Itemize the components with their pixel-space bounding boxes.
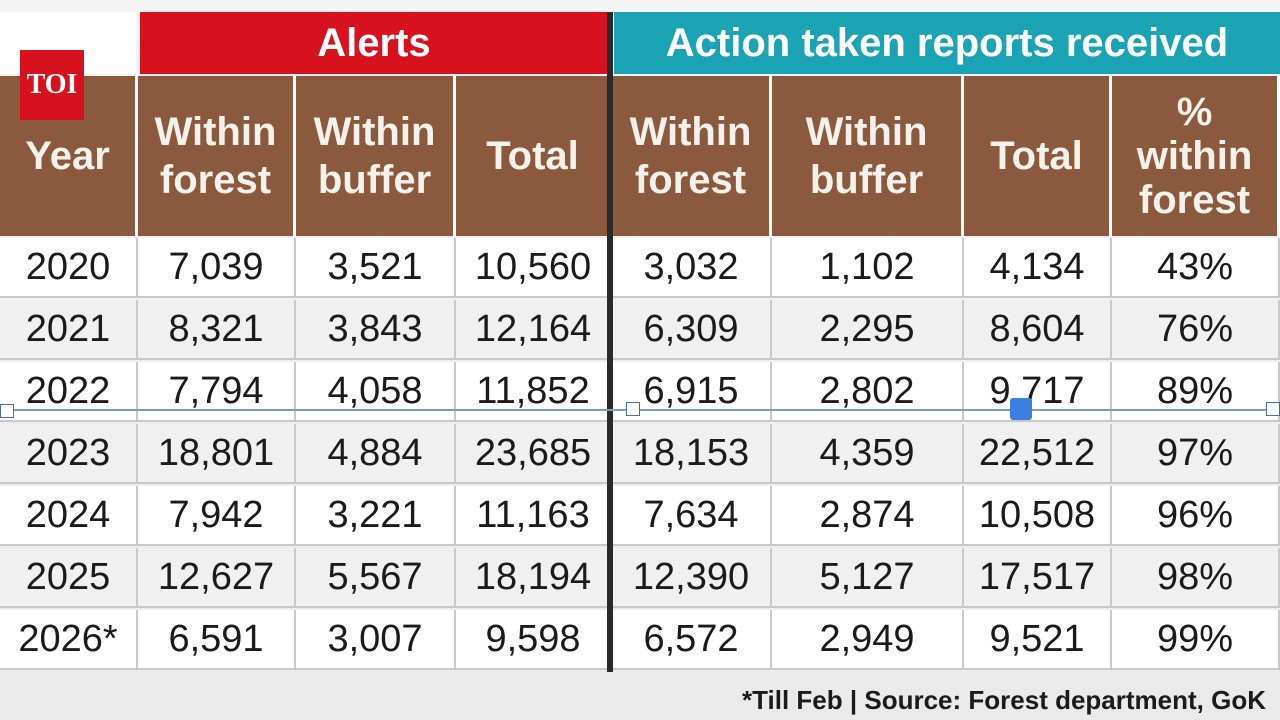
table-cell: 5,127 [772,548,964,608]
year-cell: 2023 [0,424,138,484]
table-cell: 9,598 [456,610,612,670]
table-cell: 5,567 [296,548,456,608]
year-cell: 2024 [0,486,138,546]
table-cell: 3,521 [296,238,456,298]
table-cell: 6,309 [612,300,772,360]
table-cell: 23,685 [456,424,612,484]
table-cell: 22,512 [964,424,1112,484]
table-cell: 2,802 [772,362,964,422]
table-cell: 3,843 [296,300,456,360]
table-cell: 12,627 [138,548,296,608]
table-cell: 9,717 [964,362,1112,422]
year-cell: 2025 [0,548,138,608]
alerts-group-header: Alerts [140,12,608,74]
table-cell: 3,032 [612,238,772,298]
table-cell: 97% [1112,424,1280,484]
table-cell: 98% [1112,548,1280,608]
table-cell: 3,007 [296,610,456,670]
year-cell: 2026* [0,610,138,670]
selection-line[interactable] [0,409,1280,411]
table-cell: 12,164 [456,300,612,360]
column-header-3: Total [456,76,612,236]
table-cell: 2,949 [772,610,964,670]
table-cell: 7,794 [138,362,296,422]
table-cell: 12,390 [612,548,772,608]
year-cell: 2022 [0,362,138,422]
table-cell: 17,517 [964,548,1112,608]
year-cell: 2021 [0,300,138,360]
table-cell: 89% [1112,362,1280,422]
table-cell: 6,591 [138,610,296,670]
toi-logo: TOI [20,50,84,120]
table-cell: 6,572 [612,610,772,670]
table-cell: 18,801 [138,424,296,484]
selection-handle-center[interactable] [1010,398,1032,420]
column-header-5: Within buffer [772,76,964,236]
table-cell: 10,508 [964,486,1112,546]
source-footnote: *Till Feb | Source: Forest department, G… [742,685,1266,715]
table-cell: 7,634 [612,486,772,546]
table-cell: 4,058 [296,362,456,422]
column-header-4: Within forest [612,76,772,236]
action-taken-group-header: Action taken reports received [614,12,1280,74]
table-cell: 99% [1112,610,1280,670]
table-cell: 18,194 [456,548,612,608]
selection-handle-middle[interactable] [626,402,640,416]
table-cell: 76% [1112,300,1280,360]
table-cell: 8,604 [964,300,1112,360]
table-cell: 2,874 [772,486,964,546]
table-cell: 2,295 [772,300,964,360]
table-cell: 7,942 [138,486,296,546]
table-cell: 4,134 [964,238,1112,298]
selection-handle-left[interactable] [0,404,14,418]
column-header-1: Within forest [138,76,296,236]
column-header-6: Total [964,76,1112,236]
table-cell: 11,163 [456,486,612,546]
selection-handle-right[interactable] [1266,402,1280,416]
year-cell: 2020 [0,238,138,298]
table-cell: 1,102 [772,238,964,298]
table-cell: 7,039 [138,238,296,298]
table-cell: 4,884 [296,424,456,484]
group-divider [607,12,613,672]
column-header-7: % within forest [1112,76,1280,236]
table-cell: 4,359 [772,424,964,484]
table-cell: 10,560 [456,238,612,298]
table-cell: 11,852 [456,362,612,422]
table-cell: 8,321 [138,300,296,360]
table-cell: 18,153 [612,424,772,484]
column-header-2: Within buffer [296,76,456,236]
table-cell: 43% [1112,238,1280,298]
table-cell: 96% [1112,486,1280,546]
table-cell: 3,221 [296,486,456,546]
table-cell: 9,521 [964,610,1112,670]
